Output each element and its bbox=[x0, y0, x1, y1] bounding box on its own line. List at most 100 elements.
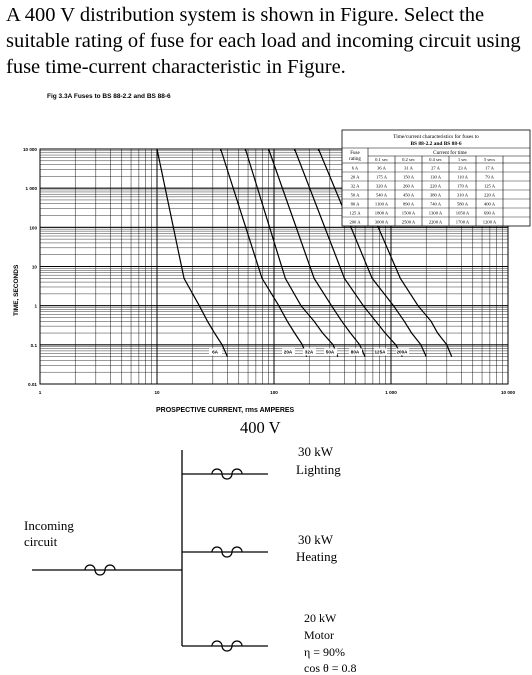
table-cell: 3000 A bbox=[375, 220, 389, 225]
fuse-curve-6a bbox=[156, 148, 228, 357]
chart-curves bbox=[156, 148, 453, 357]
x-tick-label: 1 bbox=[39, 390, 42, 395]
fuse-curve-200a bbox=[343, 148, 453, 357]
table-cell: 125 A bbox=[484, 184, 496, 189]
heating-power: 30 kW bbox=[298, 532, 334, 547]
curve-label: 6A bbox=[212, 350, 219, 355]
table-cell: 220 A bbox=[484, 193, 496, 198]
table-column-header: 0.2 sec bbox=[402, 157, 415, 162]
characteristics-table: Time/current characteristics for fuses t… bbox=[341, 129, 531, 227]
x-tick-label: 100 bbox=[270, 390, 278, 395]
table-cell: 170 A bbox=[457, 184, 469, 189]
table-cell: 150 A bbox=[403, 175, 415, 180]
table-cell: 36 A bbox=[377, 166, 386, 171]
table-cell: 110 A bbox=[457, 175, 469, 180]
y-tick-labels: 10 000 1 000 100 10 1 0.1 0.01 bbox=[23, 147, 38, 387]
curve-label: 50A bbox=[326, 350, 335, 355]
table-cell: 31 A bbox=[404, 166, 413, 171]
table-cell: 740 A bbox=[430, 202, 442, 207]
table-column-header: 0.4 sec bbox=[429, 157, 442, 162]
table-cell: 80 A bbox=[351, 202, 360, 207]
table-cell: 50 A bbox=[351, 193, 360, 198]
fuse-characteristic-figure: Fig 3.3A Fuses to BS 88-2.2 and BS 88-6 … bbox=[13, 93, 531, 414]
table-cell: 32 A bbox=[351, 184, 360, 189]
table-cell: 17 A bbox=[485, 166, 494, 171]
curve-label: 20A bbox=[284, 350, 293, 355]
table-column-header: 1 sec bbox=[458, 157, 467, 162]
table-cell: 79 A bbox=[485, 175, 494, 180]
question-text: A 400 V distribution system is shown in … bbox=[6, 4, 521, 78]
y-tick-label: 10 bbox=[32, 265, 38, 270]
curve-label: 125A bbox=[375, 350, 387, 355]
curve-label: 80A bbox=[351, 350, 360, 355]
y-tick-label: 1 000 bbox=[26, 186, 38, 191]
fuse-curve-32a bbox=[244, 148, 339, 357]
table-cell: 1200 A bbox=[483, 220, 497, 225]
y-tick-label: 100 bbox=[29, 225, 37, 230]
table-cell: 1100 A bbox=[375, 202, 389, 207]
table-header-rating: Fuse rating bbox=[349, 151, 361, 162]
system-voltage: 400 V bbox=[240, 418, 281, 437]
motor-label: Motor bbox=[304, 628, 334, 642]
fuse-curve-50a bbox=[268, 148, 366, 357]
fuse-curve-80a bbox=[294, 148, 403, 357]
fuse-curve-125a bbox=[317, 148, 427, 357]
heating-fuse-icon bbox=[211, 546, 243, 558]
figure-caption: Fig 3.3A Fuses to BS 88-2.2 and BS 88-6 bbox=[47, 93, 171, 100]
incoming-label-1: Incoming bbox=[24, 518, 74, 533]
table-cell: 2200 A bbox=[429, 220, 443, 225]
table-cell: 540 A bbox=[376, 193, 388, 198]
lighting-label: Lighting bbox=[296, 462, 341, 477]
table-column-header: 0.1 sec bbox=[375, 157, 388, 162]
table-cell: 1050 A bbox=[456, 211, 470, 216]
motor-power: 20 kW bbox=[304, 611, 337, 625]
lighting-power: 30 kW bbox=[298, 444, 334, 459]
table-cell: 450 A bbox=[403, 193, 415, 198]
y-tick-label: 0.1 bbox=[31, 343, 38, 348]
table-header-group: Current for time bbox=[433, 149, 467, 156]
table-cell: 380 A bbox=[430, 193, 442, 198]
table-cell: 690 A bbox=[484, 211, 496, 216]
table-cell: 6 A bbox=[352, 166, 359, 171]
curve-labels: 6A 20A 32A 50A 80A 125A 200A bbox=[209, 348, 409, 356]
table-cell: 580 A bbox=[457, 202, 469, 207]
curve-label: 200A bbox=[397, 350, 409, 355]
table-cell: 890 A bbox=[403, 202, 415, 207]
lighting-fuse-icon bbox=[211, 468, 243, 480]
table-cell: 260 A bbox=[403, 184, 415, 189]
x-axis-label: PROSPECTIVE CURRENT, rms AMPERES bbox=[156, 407, 295, 414]
table-cell: 20 A bbox=[351, 175, 360, 180]
table-cell: 310 A bbox=[457, 193, 469, 198]
table-cell: 2500 A bbox=[402, 220, 416, 225]
table-cell: 130 A bbox=[430, 175, 442, 180]
y-tick-label: 1 bbox=[34, 304, 37, 309]
y-axis-label: TIME, SECONDS bbox=[13, 264, 20, 316]
y-tick-label: 10 000 bbox=[23, 147, 37, 152]
motor-power-factor: cos θ = 0.8 bbox=[304, 661, 357, 675]
table-cell: 200 A bbox=[349, 220, 361, 225]
table-cell: 1700 A bbox=[456, 220, 470, 225]
table-cell: 1800 A bbox=[375, 211, 389, 216]
table-cell: 175 A bbox=[376, 175, 388, 180]
incoming-fuse-icon bbox=[84, 564, 116, 576]
distribution-circuit: 400 V Incoming circuit 30 kW Lighting 30… bbox=[24, 418, 357, 675]
fuse-curve-20a bbox=[220, 148, 308, 357]
table-cell: 400 A bbox=[484, 202, 496, 207]
table-cell: 23 A bbox=[458, 166, 467, 171]
table-cell: 220 A bbox=[430, 184, 442, 189]
curve-label: 32A bbox=[305, 350, 314, 355]
x-tick-label: 1 000 bbox=[385, 390, 397, 395]
table-title-1: Time/current characteristics for fuses t… bbox=[393, 133, 479, 140]
table-cell: 1300 A bbox=[429, 211, 443, 216]
table-column-header: 5 secs bbox=[484, 157, 495, 162]
table-title-2: BS 88-2.2 and BS 88-6 bbox=[410, 141, 461, 147]
heating-label: Heating bbox=[296, 549, 338, 564]
incoming-label-2: circuit bbox=[24, 534, 58, 549]
x-tick-label: 10 bbox=[154, 390, 160, 395]
table-cell: 27 A bbox=[431, 166, 440, 171]
motor-efficiency: η = 90% bbox=[304, 645, 345, 659]
table-cell: 125 A bbox=[349, 211, 361, 216]
x-tick-labels: 1 10 100 1 000 10 000 bbox=[39, 390, 516, 395]
table-cell: 320 A bbox=[376, 184, 388, 189]
table-cell: 1500 A bbox=[402, 211, 416, 216]
